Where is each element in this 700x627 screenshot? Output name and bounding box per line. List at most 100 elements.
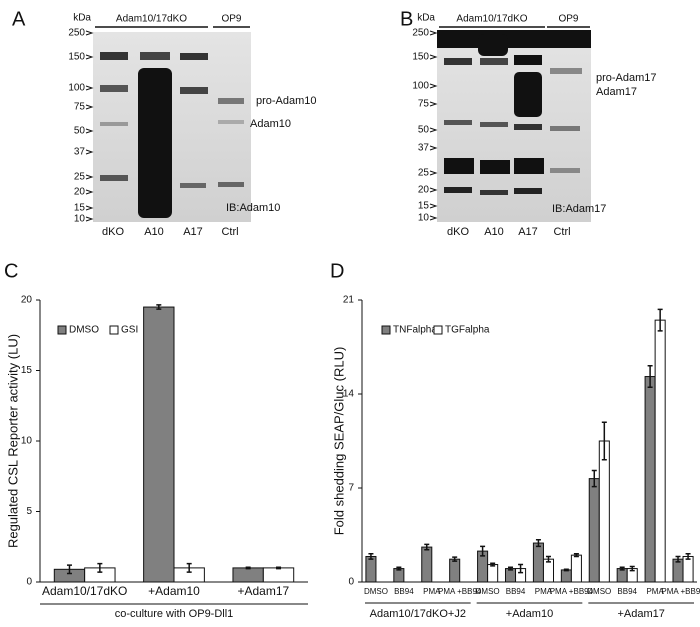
error-bar bbox=[186, 562, 192, 573]
bar bbox=[262, 567, 295, 583]
bar bbox=[421, 546, 433, 583]
legend-label: GSI bbox=[121, 325, 138, 336]
antibody-label: IB:Adam17 bbox=[552, 203, 606, 215]
marker-arrow bbox=[85, 174, 94, 180]
marker-label: 75 bbox=[74, 102, 86, 113]
legend-label: TNFalpha bbox=[393, 325, 437, 336]
marker-label: 20 bbox=[74, 187, 86, 198]
lane-label: dKO bbox=[102, 226, 124, 238]
legend-swatch bbox=[109, 325, 119, 335]
marker-arrow bbox=[85, 104, 94, 110]
marker-label: 250 bbox=[412, 28, 429, 39]
panel-letter: B bbox=[400, 8, 413, 30]
marker-label: 15 bbox=[74, 203, 86, 214]
error-bar bbox=[601, 421, 607, 461]
bar bbox=[532, 542, 544, 583]
lane-label: Ctrl bbox=[553, 226, 570, 238]
marker-arrow bbox=[85, 128, 94, 134]
marker-label: 10 bbox=[418, 213, 430, 224]
bar bbox=[143, 306, 175, 583]
marker-arrow bbox=[85, 189, 94, 195]
x-tick-label: DMSO bbox=[587, 587, 611, 596]
error-bar bbox=[657, 308, 663, 332]
marker-label: 100 bbox=[412, 81, 429, 92]
y-tick-label: 5 bbox=[26, 506, 32, 517]
x-tick-label: PMA bbox=[423, 587, 441, 596]
x-tick-label: PMA +BB94 bbox=[438, 587, 482, 596]
error-bar bbox=[480, 545, 486, 557]
error-bar bbox=[535, 538, 541, 548]
legend-label: TGFalpha bbox=[445, 325, 490, 336]
marker-label: 50 bbox=[74, 126, 86, 137]
marker-label: 75 bbox=[418, 99, 430, 110]
marker-arrow bbox=[85, 149, 94, 155]
blot-image bbox=[437, 30, 591, 222]
marker-label: 150 bbox=[68, 52, 85, 63]
lane-label: A17 bbox=[183, 226, 203, 238]
bar bbox=[644, 376, 656, 583]
error-bar bbox=[573, 553, 579, 558]
group-label: +Adam17 bbox=[617, 608, 664, 620]
error-bar bbox=[396, 566, 402, 571]
unit-label: kDa bbox=[417, 13, 435, 24]
panel-letter: C bbox=[4, 260, 18, 282]
x-tick-label: DMSO bbox=[476, 587, 500, 596]
error-bar bbox=[647, 365, 653, 389]
bar bbox=[654, 319, 666, 583]
marker-label: 25 bbox=[418, 168, 430, 179]
group-label: OP9 bbox=[221, 14, 241, 25]
x-axis-label: co-culture with OP9-Dll1 bbox=[115, 608, 234, 620]
lane-label: A17 bbox=[518, 226, 538, 238]
error-bar bbox=[368, 553, 374, 560]
y-tick-label: 10 bbox=[21, 436, 33, 447]
marker-label: 37 bbox=[74, 147, 86, 158]
y-tick-label: 0 bbox=[26, 577, 32, 588]
y-tick-label: 14 bbox=[343, 389, 355, 400]
marker-label: 10 bbox=[74, 214, 86, 225]
bar bbox=[449, 558, 461, 583]
bar bbox=[560, 569, 572, 583]
panel-letter: A bbox=[12, 8, 26, 30]
y-axis-label: Fold shedding SEAP/Gluc (RLU) bbox=[331, 347, 346, 536]
x-tick-label: PMA +BB94 bbox=[550, 587, 594, 596]
error-bar bbox=[66, 564, 72, 575]
y-tick-label: 21 bbox=[343, 295, 355, 306]
error-bar bbox=[97, 562, 103, 573]
x-tick-label: DMSO bbox=[364, 587, 388, 596]
marker-label: 150 bbox=[412, 52, 429, 63]
x-tick-label: PMA bbox=[646, 587, 664, 596]
bar bbox=[682, 555, 694, 583]
error-bar bbox=[591, 469, 597, 488]
panel-letter: D bbox=[330, 260, 344, 282]
blot-image bbox=[93, 32, 251, 222]
x-tick-label: PMA +BB94 bbox=[661, 587, 700, 596]
y-tick-label: 0 bbox=[348, 577, 354, 588]
lane-label: Ctrl bbox=[221, 226, 238, 238]
lane-label: dKO bbox=[447, 226, 469, 238]
marker-label: 37 bbox=[418, 143, 430, 154]
marker-label: 25 bbox=[74, 172, 86, 183]
group-label: Adam10/17dKO bbox=[456, 14, 527, 25]
legend-swatch bbox=[433, 325, 443, 335]
error-bar bbox=[508, 566, 514, 571]
error-bar bbox=[156, 304, 162, 310]
bar bbox=[487, 564, 499, 583]
marker-arrow bbox=[85, 85, 94, 91]
x-tick-label: BB94 bbox=[617, 587, 637, 596]
marker-arrow bbox=[429, 145, 438, 151]
marker-label: 100 bbox=[68, 83, 85, 94]
x-tick-label: +Adam17 bbox=[237, 584, 289, 598]
marker-arrow bbox=[429, 187, 438, 193]
marker-label: 50 bbox=[418, 125, 430, 136]
bar bbox=[232, 567, 264, 583]
group-label: +Adam10 bbox=[506, 608, 553, 620]
y-tick-label: 7 bbox=[348, 483, 354, 494]
x-tick-label: Adam10/17dKO bbox=[42, 584, 127, 598]
legend-label: DMSO bbox=[69, 325, 99, 336]
x-tick-label: +Adam10 bbox=[148, 584, 200, 598]
band-annotation: pro-Adam10 bbox=[256, 95, 317, 107]
marker-arrow bbox=[429, 203, 438, 209]
marker-arrow bbox=[429, 101, 438, 107]
marker-arrow bbox=[85, 216, 94, 222]
